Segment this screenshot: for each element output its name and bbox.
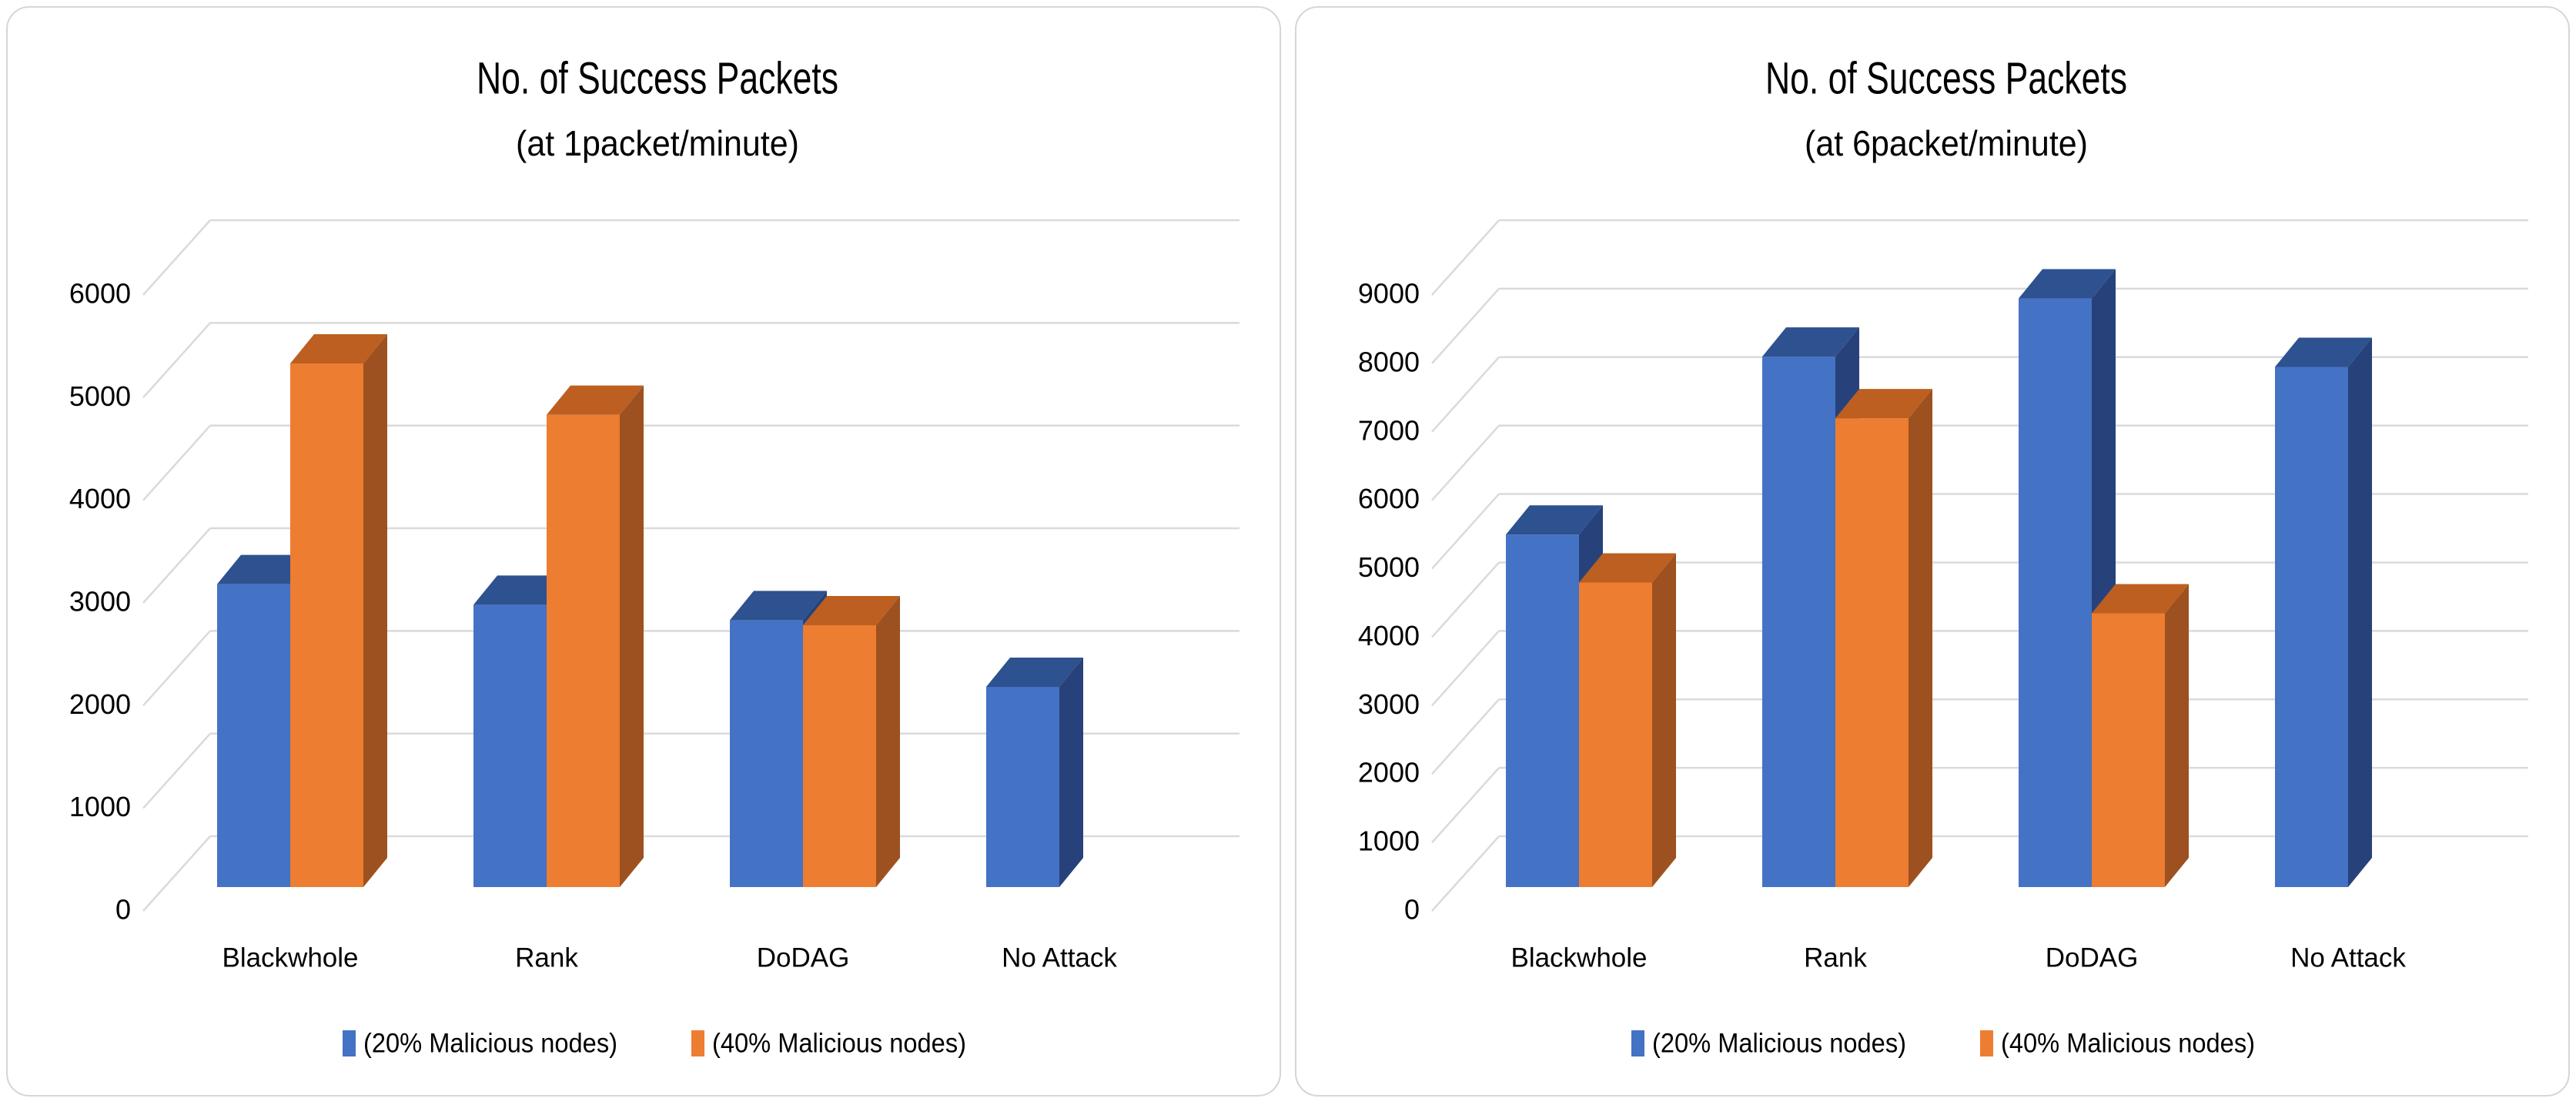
y-tick-label-0: 0: [115, 894, 131, 926]
bar-rank-40-malicious-nodes-side: [1909, 389, 1932, 888]
bar-no-attack-20-malicious-nodes-front: [986, 687, 1059, 887]
bar-blackwhole-20-malicious-nodes-top: [217, 554, 314, 584]
y-tick-label-4000: 4000: [69, 483, 131, 514]
bar-no-attack-20-malicious-nodes-top: [986, 658, 1083, 687]
x-category-label-blackwhole: Blackwhole: [222, 943, 358, 973]
gridline-diagonal-0: [142, 835, 211, 912]
y-tick-label-9000: 9000: [1358, 278, 1420, 310]
gridline-diagonal-5000: [142, 322, 211, 399]
bar-no-attack-20-malicious-nodes-top: [2275, 337, 2372, 367]
y-tick-label-5000: 5000: [1358, 551, 1420, 583]
legend-label-40-malicious-nodes: (40% Malicious nodes): [712, 1028, 966, 1058]
gridline-diagonal-1000: [142, 732, 211, 809]
gridline-diagonal-2000: [1431, 698, 1500, 775]
chart-subtitle: (at 1packet/minute): [516, 123, 799, 163]
y-tick-label-3000: 3000: [1358, 688, 1420, 720]
gridline-diagonal-7000: [1431, 356, 1500, 433]
chart-svg-1packet: 6000 5000 4000 3000 2000 1000 0 Blackwhole Rank D…: [69, 53, 1239, 1058]
legend-label-40-malicious-nodes: (40% Malicious nodes): [2001, 1028, 2255, 1058]
bar-blackwhole-40-malicious-nodes-top: [290, 334, 387, 363]
y-tick-label-2000: 2000: [1358, 757, 1420, 789]
y-tick-label-1000: 1000: [1358, 825, 1420, 857]
bar-blackwhole-40-malicious-nodes-top: [1579, 553, 1676, 583]
bar-dodag-40-malicious-nodes-front: [803, 625, 876, 887]
chart-panel-6packet: 9000 8000 7000 6000 5000 4000 3000 2000 1000 0 Bla…: [1295, 6, 2570, 1097]
gridline-diagonal-5000: [1431, 493, 1500, 570]
legend-label-20-malicious-nodes: (20% Malicious nodes): [363, 1028, 617, 1058]
x-category-label-blackwhole: Blackwhole: [1510, 943, 1647, 973]
x-category-label-dodag: DoDAG: [757, 943, 850, 973]
y-tick-label-1000: 1000: [69, 791, 131, 822]
bar-rank-20-malicious-nodes-front: [473, 604, 547, 887]
bar-blackwhole-40-malicious-nodes-side: [363, 334, 387, 887]
chart-svg-6packet: 9000 8000 7000 6000 5000 4000 3000 2000 1000 0 Bla…: [1358, 53, 2528, 1058]
bar-no-attack-20-malicious-nodes-side: [1059, 658, 1083, 887]
bar-dodag-40-malicious-nodes-front: [2092, 613, 2165, 887]
bar-no-attack-20-malicious-nodes-front: [2275, 367, 2348, 887]
bar-rank-40-malicious-nodes-front: [1835, 418, 1909, 887]
gridline-diagonal-6000: [142, 219, 211, 296]
chart-title: No. of Success Packets: [1765, 53, 2127, 103]
x-category-label-rank: Rank: [515, 943, 578, 973]
y-tick-label-0: 0: [1404, 894, 1420, 926]
gridline-diagonal-4000: [142, 424, 211, 501]
bar-rank-40-malicious-nodes-front: [547, 414, 620, 887]
gridline-diagonal-9000: [1431, 219, 1500, 296]
y-tick-label-6000: 6000: [1358, 483, 1420, 514]
bar-dodag-40-malicious-nodes-side: [2165, 584, 2189, 887]
bar-dodag-20-malicious-nodes-top: [2019, 269, 2116, 299]
x-category-label-no-attack: No Attack: [2290, 943, 2406, 973]
legend-swatch-40-malicious-nodes: [691, 1030, 704, 1056]
y-tick-label-8000: 8000: [1358, 346, 1420, 377]
gridline-diagonal-6000: [1431, 424, 1500, 501]
y-tick-label-3000: 3000: [69, 586, 131, 618]
bar-blackwhole-20-malicious-nodes-front: [217, 584, 290, 887]
gridline-diagonal-0: [1431, 835, 1500, 912]
bar-rank-20-malicious-nodes-front: [1762, 357, 1835, 888]
x-category-label-no-attack: No Attack: [1002, 943, 1117, 973]
x-category-label-rank: Rank: [1804, 943, 1867, 973]
bar-dodag-20-malicious-nodes-front: [730, 620, 803, 887]
bar-dodag-40-malicious-nodes-top: [2092, 584, 2189, 614]
gridline-diagonal-3000: [142, 527, 211, 604]
bar-rank-20-malicious-nodes-top: [1762, 327, 1859, 357]
gridline-diagonal-1000: [1431, 767, 1500, 843]
bar-blackwhole-40-malicious-nodes-front: [290, 363, 363, 887]
bar-rank-40-malicious-nodes-top: [547, 385, 644, 415]
gridline-diagonal-3000: [1431, 630, 1500, 707]
legend-label-20-malicious-nodes: (20% Malicious nodes): [1652, 1028, 1906, 1058]
bar-dodag-40-malicious-nodes-side: [876, 596, 900, 887]
gridline-diagonal-8000: [1431, 288, 1500, 364]
legend-swatch-20-malicious-nodes: [343, 1030, 356, 1056]
y-tick-label-6000: 6000: [69, 278, 131, 310]
bar-blackwhole-20-malicious-nodes-top: [1506, 505, 1603, 535]
y-tick-label-4000: 4000: [1358, 620, 1420, 651]
bar-blackwhole-20-malicious-nodes-front: [1506, 534, 1579, 887]
bar-rank-40-malicious-nodes-top: [1835, 389, 1932, 419]
bar-blackwhole-40-malicious-nodes-front: [1579, 582, 1652, 887]
bar-rank-40-malicious-nodes-side: [620, 385, 644, 888]
bar-dodag-20-malicious-nodes-front: [2019, 298, 2092, 887]
legend-swatch-20-malicious-nodes: [1631, 1030, 1644, 1056]
bar-dodag-20-malicious-nodes-top: [730, 591, 827, 621]
y-tick-label-7000: 7000: [1358, 414, 1420, 446]
y-tick-label-2000: 2000: [69, 688, 131, 720]
chart-subtitle: (at 6packet/minute): [1805, 123, 2088, 163]
y-tick-label-5000: 5000: [69, 380, 131, 412]
chart-title: No. of Success Packets: [477, 53, 838, 103]
bar-no-attack-20-malicious-nodes-side: [2348, 337, 2372, 887]
bar-dodag-40-malicious-nodes-top: [803, 596, 900, 625]
bar-rank-20-malicious-nodes-top: [473, 575, 570, 605]
chart-panel-1packet: 6000 5000 4000 3000 2000 1000 0 Blackwhole Rank D…: [6, 6, 1281, 1097]
bar-blackwhole-40-malicious-nodes-side: [1652, 553, 1676, 887]
gridline-diagonal-2000: [142, 630, 211, 707]
legend-swatch-40-malicious-nodes: [1980, 1030, 1993, 1056]
x-category-label-dodag: DoDAG: [2046, 943, 2139, 973]
gridline-diagonal-4000: [1431, 561, 1500, 638]
